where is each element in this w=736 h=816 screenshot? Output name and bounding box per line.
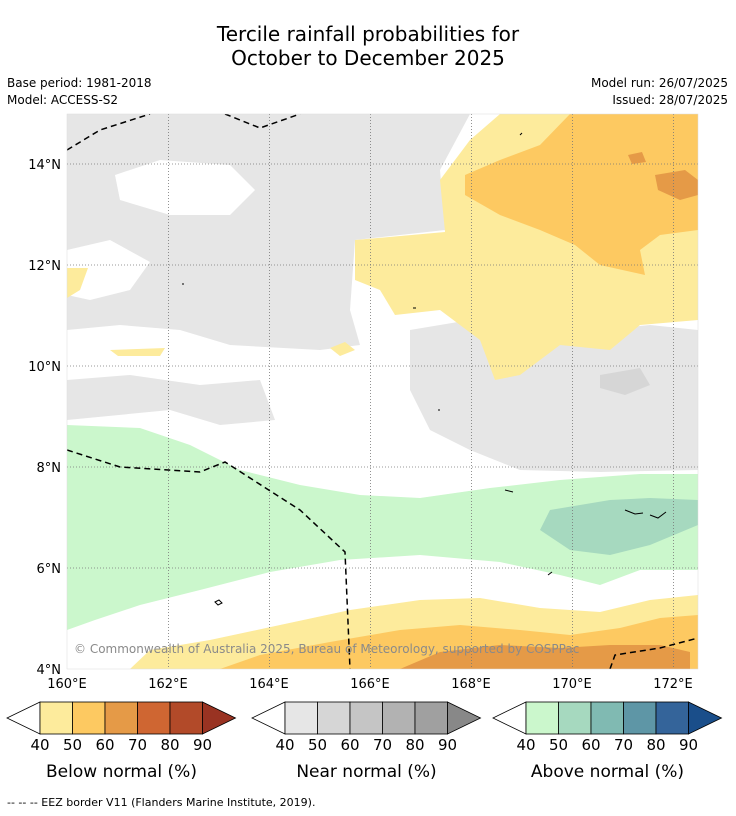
colorbar-tick-label: 60 xyxy=(340,736,360,754)
map-title: Tercile rainfall probabilities for Octob… xyxy=(0,22,736,70)
above-normal-region-50 xyxy=(540,498,698,555)
above-normal-colorbar xyxy=(492,701,723,735)
colorbar-segment xyxy=(137,701,171,735)
colorbar-under-triangle xyxy=(6,701,41,735)
y-tick-label: 8°N xyxy=(37,461,62,476)
colorbar-tick-label: 60 xyxy=(95,736,115,754)
colorbar-tick-label: 60 xyxy=(581,736,601,754)
colorbar-tick-label: 80 xyxy=(405,736,425,754)
below-normal-region-60-small xyxy=(628,152,646,164)
below-normal-region-60-spot xyxy=(655,170,698,200)
below-normal-small-1 xyxy=(67,268,88,298)
x-tick-label: 172°E xyxy=(653,677,693,692)
y-tick-label: 10°N xyxy=(28,360,61,375)
colorbar-segment xyxy=(655,701,689,735)
colorbar-segment xyxy=(414,701,448,735)
white-gap-north xyxy=(115,160,255,215)
map-plot-area: © Commonwealth of Australia 2025, Bureau… xyxy=(67,114,698,669)
model-run: Model run: 26/07/2025 xyxy=(590,76,728,90)
colorbar-segment xyxy=(525,701,559,735)
colorbar-over-triangle xyxy=(688,701,723,735)
above-normal-label: Above normal (%) xyxy=(530,762,685,782)
colorbar-tick-label: 80 xyxy=(646,736,666,754)
title-line-2: October to December 2025 xyxy=(231,46,505,70)
x-tick-label: 170°E xyxy=(552,677,592,692)
y-axis: 14°N 12°N 10°N 8°N 6°N 4°N xyxy=(28,158,61,678)
colorbar-segment xyxy=(558,701,592,735)
colorbar-segment xyxy=(382,701,416,735)
model-name: Model: ACCESS-S2 xyxy=(7,93,119,107)
colorbar-tick-label: 90 xyxy=(192,736,213,754)
issued-date: Issued: 28/07/2025 xyxy=(612,93,728,107)
below-normal-small-2 xyxy=(110,348,165,356)
colorbar-under-triangle xyxy=(492,701,527,735)
colorbar-segment xyxy=(39,701,73,735)
x-tick-label: 166°E xyxy=(350,677,390,692)
colorbar-segment xyxy=(317,701,351,735)
near-normal-label: Near normal (%) xyxy=(296,762,437,782)
colorbar-segment xyxy=(169,701,203,735)
colorbar-tick-label: 40 xyxy=(516,736,536,754)
colorbar-segment xyxy=(104,701,138,735)
eez-footer-note: -- -- -- EEZ border V11 (Flanders Marine… xyxy=(7,796,316,809)
white-gap-west xyxy=(67,240,150,300)
colorbar-segment xyxy=(590,701,624,735)
colorbar-segment xyxy=(72,701,106,735)
above-normal-band xyxy=(67,425,698,630)
near-normal-region-east xyxy=(410,320,698,472)
x-tick-label: 162°E xyxy=(148,677,188,692)
y-tick-label: 4°N xyxy=(37,663,62,678)
colorbar-tick-label: 90 xyxy=(437,736,458,754)
title-line-1: Tercile rainfall probabilities for xyxy=(216,22,520,46)
near-normal-colorbar xyxy=(251,701,482,735)
y-tick-label: 14°N xyxy=(28,158,61,173)
copyright-notice: © Commonwealth of Australia 2025, Bureau… xyxy=(74,642,579,656)
below-normal-colorbar xyxy=(6,701,237,735)
meta-right: Model run: 26/07/2025 Issued: 28/07/2025 xyxy=(591,75,728,109)
colorbar-over-triangle xyxy=(447,701,482,735)
islands xyxy=(182,132,667,606)
x-axis: 160°E 162°E 164°E 166°E 168°E 170°E 172°… xyxy=(47,677,693,692)
base-period: Base period: 1981-2018 xyxy=(7,76,152,90)
colorbar-tick-label: 40 xyxy=(30,736,50,754)
colorbar-segment xyxy=(623,701,657,735)
eez-borders xyxy=(67,114,698,669)
colorbar-tick-label: 70 xyxy=(613,736,634,754)
colorbar-over-triangle xyxy=(202,701,237,735)
colorbar-tick-label: 50 xyxy=(548,736,569,754)
colorbar-tick-label: 50 xyxy=(307,736,328,754)
y-tick-label: 6°N xyxy=(37,562,62,577)
colorbar-segment xyxy=(284,701,318,735)
x-tick-label: 164°E xyxy=(249,677,289,692)
near-normal-region-west xyxy=(67,375,275,425)
colorbar-tick-label: 50 xyxy=(62,736,83,754)
meta-left: Base period: 1981-2018 Model: ACCESS-S2 xyxy=(7,75,152,109)
colorbar-tick-label: 70 xyxy=(127,736,148,754)
x-tick-label: 168°E xyxy=(451,677,491,692)
colorbar-tick-label: 40 xyxy=(275,736,295,754)
colorbar-tick-label: 90 xyxy=(678,736,699,754)
colorbar-under-triangle xyxy=(251,701,286,735)
below-normal-south-60 xyxy=(400,645,690,669)
near-normal-spot-50 xyxy=(600,368,650,395)
colorbars xyxy=(6,701,723,735)
colorbar-tick-label: 70 xyxy=(372,736,393,754)
colorbar-tick-label: 80 xyxy=(160,736,180,754)
x-tick-label: 160°E xyxy=(47,677,87,692)
gridlines xyxy=(67,114,698,669)
below-normal-small-3 xyxy=(330,342,355,356)
colorbar-segment xyxy=(349,701,383,735)
below-normal-label: Below normal (%) xyxy=(46,762,197,782)
y-tick-label: 12°N xyxy=(28,259,61,274)
